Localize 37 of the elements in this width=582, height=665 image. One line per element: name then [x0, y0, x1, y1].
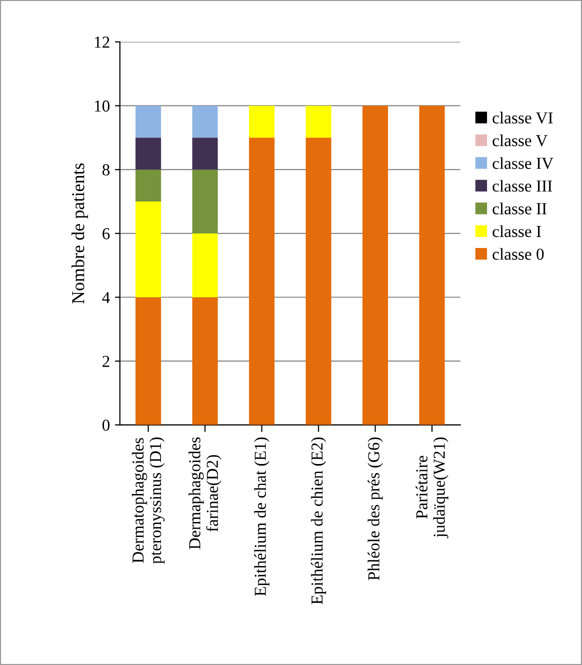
- legend-label: classe I: [492, 225, 541, 238]
- bar: [192, 106, 218, 138]
- legend-label: classe III: [492, 180, 552, 192]
- legend-label: classe IV: [492, 157, 554, 170]
- y-tick-label: 2: [102, 356, 110, 367]
- bar: [135, 106, 162, 138]
- bar: [306, 138, 332, 425]
- legend-label: classe II: [492, 202, 547, 214]
- bar: [192, 233, 218, 298]
- y-axis-title: Nombre de patients: [72, 163, 88, 304]
- bar: [192, 170, 218, 234]
- bar: [192, 297, 218, 425]
- y-tick-label: 4: [102, 292, 110, 304]
- y-tick-label: 6: [102, 228, 110, 240]
- x-tick-label: Epithélium de chat (E1): [254, 437, 270, 596]
- bar: [362, 106, 388, 425]
- x-tick-label: Pariétaire judaïque(W21): [416, 437, 448, 538]
- bar: [135, 297, 162, 425]
- legend-label: classe V: [492, 134, 548, 146]
- bar: [135, 138, 162, 170]
- bar: [306, 106, 332, 138]
- x-tick-label: Epithélium de chien (E2): [310, 437, 326, 604]
- y-tick-label: 8: [102, 164, 110, 176]
- legend-label: classe 0: [492, 248, 544, 260]
- y-tick-label: 12: [94, 36, 110, 48]
- x-tick-label: Phléole des prés (G6): [368, 437, 383, 580]
- bar: [135, 201, 162, 298]
- y-tick-label: 0: [102, 420, 110, 431]
- bar: [419, 106, 445, 425]
- y-tick-label: 10: [94, 100, 110, 112]
- legend-label: classe VI: [492, 112, 553, 124]
- bar: [135, 170, 162, 202]
- bar: [248, 106, 275, 138]
- bar: [248, 138, 275, 425]
- x-tick-label: Dermatophagoides pteronyssinus (D1): [132, 437, 165, 564]
- bar: [192, 138, 218, 170]
- x-tick-label: Dermaphagoides farinae(D2): [188, 437, 222, 550]
